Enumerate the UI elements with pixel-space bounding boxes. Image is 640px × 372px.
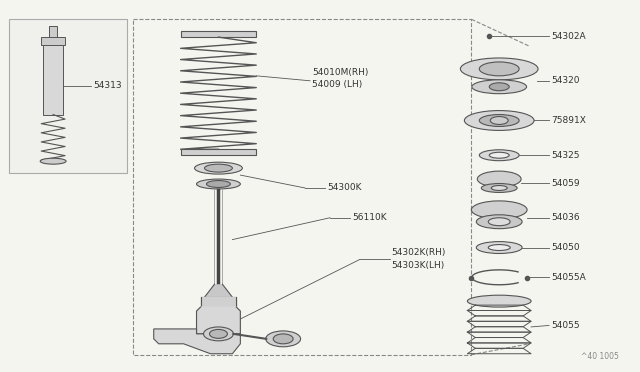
Text: 54320: 54320 <box>551 76 579 85</box>
Ellipse shape <box>490 116 508 125</box>
Ellipse shape <box>205 164 232 172</box>
Polygon shape <box>154 329 241 354</box>
Ellipse shape <box>273 334 293 344</box>
Ellipse shape <box>266 331 301 347</box>
Text: 56110K: 56110K <box>352 213 387 222</box>
Text: 54300K: 54300K <box>327 183 362 192</box>
Ellipse shape <box>477 171 521 187</box>
Bar <box>180 31 256 37</box>
Text: 54313: 54313 <box>93 81 122 90</box>
Ellipse shape <box>204 327 234 341</box>
Text: 54036: 54036 <box>551 213 580 222</box>
Ellipse shape <box>472 80 527 94</box>
Ellipse shape <box>479 115 519 126</box>
Ellipse shape <box>488 218 510 226</box>
Polygon shape <box>205 284 232 297</box>
Bar <box>41 37 65 45</box>
Bar <box>180 149 256 155</box>
Ellipse shape <box>40 158 66 164</box>
Ellipse shape <box>471 201 527 219</box>
Ellipse shape <box>195 162 243 174</box>
Ellipse shape <box>476 241 522 253</box>
Ellipse shape <box>492 186 507 190</box>
Text: 54303K(LH): 54303K(LH) <box>392 261 445 270</box>
Ellipse shape <box>196 179 241 189</box>
Text: ^40 1005: ^40 1005 <box>581 352 619 361</box>
Polygon shape <box>200 297 236 311</box>
Text: 54050: 54050 <box>551 243 580 252</box>
Bar <box>10 19 127 173</box>
Polygon shape <box>196 307 241 334</box>
Bar <box>200 297 236 309</box>
Ellipse shape <box>207 180 230 187</box>
Text: 75891X: 75891X <box>551 116 586 125</box>
Text: 54302K(RH): 54302K(RH) <box>392 248 446 257</box>
Ellipse shape <box>479 62 519 76</box>
Ellipse shape <box>476 215 522 229</box>
Text: 54055: 54055 <box>551 321 580 330</box>
Ellipse shape <box>209 330 227 339</box>
Text: 54010M(RH): 54010M(RH) <box>312 68 369 77</box>
Text: 54059: 54059 <box>551 179 580 187</box>
Bar <box>133 19 471 355</box>
Ellipse shape <box>489 83 509 91</box>
Ellipse shape <box>481 183 517 192</box>
Ellipse shape <box>467 295 531 307</box>
Ellipse shape <box>465 110 534 131</box>
Ellipse shape <box>460 58 538 80</box>
Bar <box>44 45 63 115</box>
Ellipse shape <box>489 152 509 158</box>
Text: 54009 (LH): 54009 (LH) <box>312 80 362 89</box>
Text: 54055A: 54055A <box>551 273 586 282</box>
Text: 54302A: 54302A <box>551 32 586 41</box>
Ellipse shape <box>488 244 510 250</box>
Ellipse shape <box>479 150 519 161</box>
Text: 54325: 54325 <box>551 151 579 160</box>
Bar <box>49 26 57 38</box>
